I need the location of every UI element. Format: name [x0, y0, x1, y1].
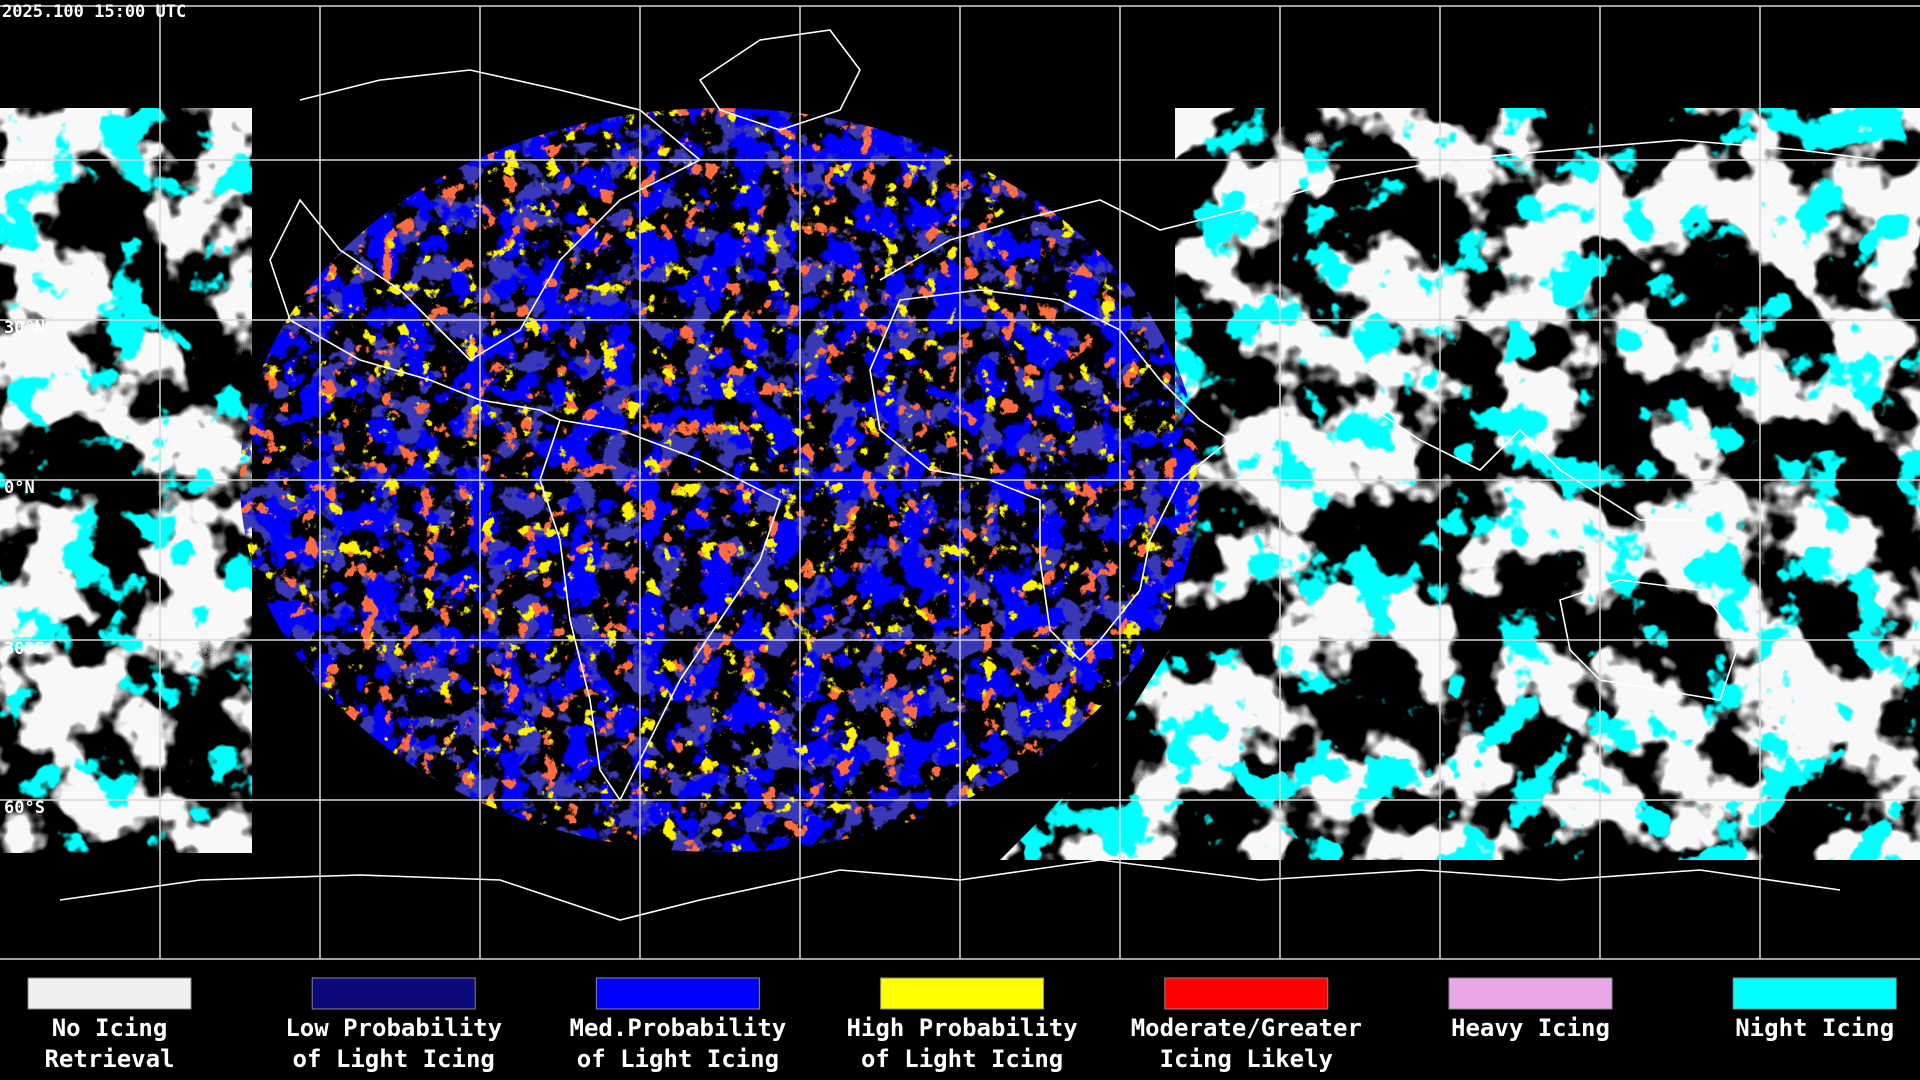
- legend-label: of Light Icing: [861, 1045, 1063, 1073]
- legend-swatch: [27, 977, 192, 1010]
- legend-label: Icing Likely: [1160, 1045, 1333, 1073]
- graticule: [0, 5, 1920, 960]
- legend-swatch: [1164, 977, 1329, 1010]
- legend-swatch: [1448, 977, 1613, 1010]
- latitude-label: 0°N: [4, 478, 35, 498]
- legend-label: Low Probability: [285, 1014, 502, 1042]
- timestamp: 2025.100 15:00 UTC: [2, 2, 186, 22]
- latitude-label: 60°N: [4, 158, 45, 178]
- legend-swatch: [880, 977, 1045, 1010]
- latitude-label: 30°N: [4, 318, 45, 338]
- legend: No Icing Retrieval Low Probability of Light…: [27, 977, 1897, 1073]
- legend-label: Med.Probability: [570, 1014, 787, 1042]
- legend-label: Night Icing: [1735, 1014, 1894, 1042]
- latitude-labels: 60°N 30°N 0°N 30°S 60°S: [4, 158, 45, 818]
- legend-swatch: [595, 977, 760, 1010]
- legend-label: Retrieval: [44, 1045, 174, 1073]
- legend-label: of Light Icing: [293, 1045, 495, 1073]
- legend-swatch: [1732, 977, 1897, 1010]
- legend-label: Heavy Icing: [1451, 1014, 1610, 1042]
- legend-swatch: [311, 977, 476, 1010]
- latitude-label: 60°S: [4, 798, 45, 818]
- legend-label: of Light Icing: [577, 1045, 779, 1073]
- legend-label: No Icing: [52, 1014, 168, 1042]
- legend-label: High Probability: [847, 1014, 1078, 1042]
- legend-label: Moderate/Greater: [1131, 1014, 1362, 1042]
- latitude-label: 30°S: [4, 639, 45, 659]
